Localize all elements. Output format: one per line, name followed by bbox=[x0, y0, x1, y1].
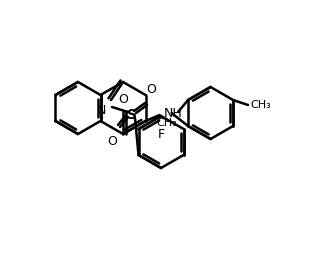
Text: S: S bbox=[127, 108, 137, 122]
Text: F: F bbox=[157, 128, 164, 141]
Text: NH: NH bbox=[164, 106, 182, 120]
Text: O: O bbox=[118, 93, 128, 106]
Text: O: O bbox=[107, 135, 117, 148]
Text: CH₃: CH₃ bbox=[250, 100, 271, 110]
Text: N: N bbox=[97, 103, 106, 116]
Text: O: O bbox=[146, 83, 156, 96]
Text: CH₃: CH₃ bbox=[156, 118, 177, 128]
